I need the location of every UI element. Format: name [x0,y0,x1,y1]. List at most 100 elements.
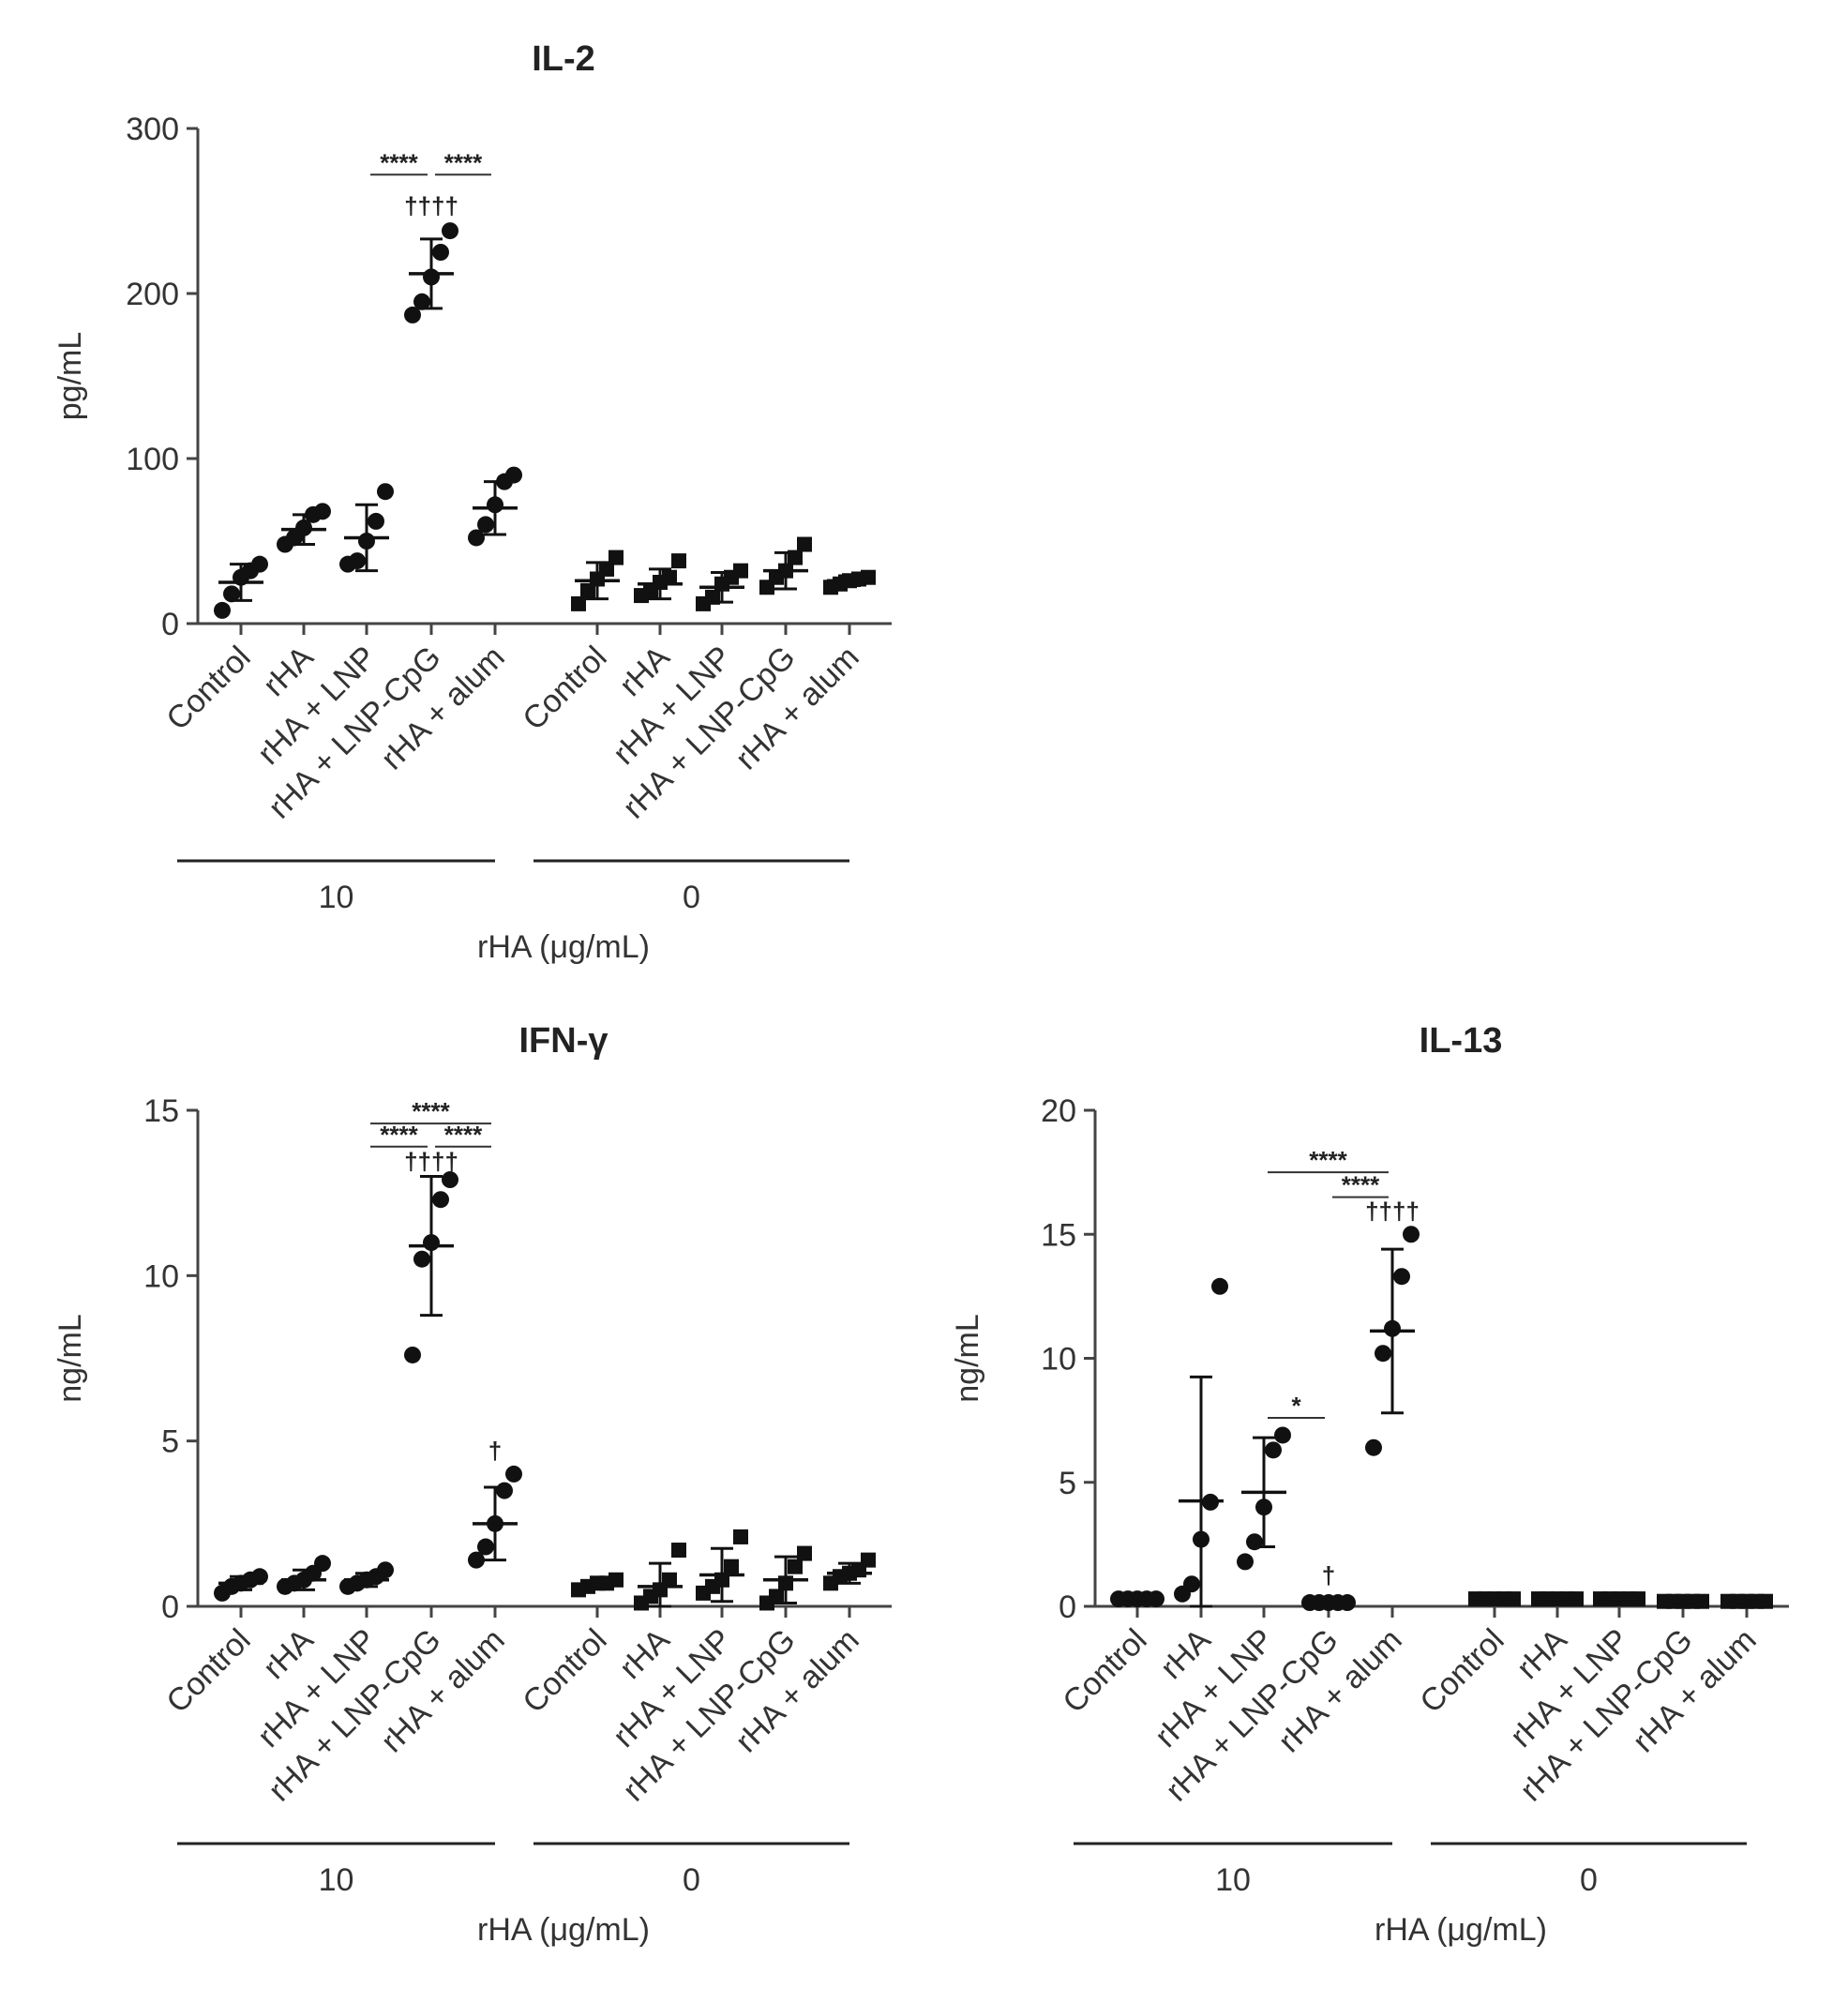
data-point [671,1543,686,1559]
data-point [505,466,522,484]
data-point [468,529,485,547]
data-point [1183,1575,1200,1593]
data-point [599,561,614,577]
category-label: Control [516,1622,613,1720]
data-point [413,293,430,310]
series-group [1657,1593,1709,1609]
data-point [368,512,384,530]
data-point [442,1171,458,1189]
y-tick-label: 300 [126,112,179,147]
x-axis-label: rHA (μg/mL) [477,929,650,965]
significance-label: **** [1342,1171,1380,1199]
data-point [861,569,876,585]
data-point [214,601,231,619]
y-tick-label: 5 [1059,1466,1076,1501]
dagger-label: † [1322,1561,1335,1589]
series-group [634,553,686,604]
series-group [759,1545,812,1611]
data-point [1237,1553,1254,1571]
series-group [214,1568,268,1602]
y-tick-label: 200 [126,277,179,312]
series-group [571,550,624,611]
series-group [1468,1591,1521,1607]
data-point [1265,1441,1282,1459]
data-point [1365,1438,1382,1456]
series-group [214,555,268,619]
data-point [404,1346,421,1363]
data-point [349,552,366,570]
data-point [223,585,240,603]
data-point [377,483,394,501]
series-group [468,1465,522,1569]
data-point [314,1555,331,1573]
group-label: 0 [1580,1862,1598,1898]
series-group [1174,1277,1228,1608]
category-label: Control [1056,1622,1153,1720]
series-group [339,1561,394,1595]
group-label: 0 [683,1862,700,1898]
series-group [571,1572,624,1598]
category-label: Control [1413,1622,1510,1720]
group-label: 0 [683,880,700,915]
chart-title: IL-13 [1420,1021,1503,1061]
series-group [404,222,458,324]
series-group [1720,1593,1773,1609]
data-point [797,536,812,552]
significance-label: **** [412,1097,450,1125]
significance-label: **** [1309,1146,1347,1174]
significance-label: **** [380,148,418,176]
data-point [432,244,449,261]
chart-title: IL-2 [532,39,595,79]
data-point [1211,1277,1228,1295]
series-group [468,466,522,547]
y-tick-label: 10 [1041,1342,1076,1378]
series-group [759,536,812,595]
dagger-label: † [488,1437,502,1465]
dagger-label: †††† [1365,1197,1420,1225]
series-group [1365,1226,1420,1456]
series-group [823,1552,876,1591]
data-point [413,1250,430,1268]
data-point [314,503,331,520]
data-point [724,1559,739,1574]
series-group [277,503,331,553]
series-group [404,1171,458,1363]
data-point [377,1561,394,1579]
series-group [634,1543,686,1611]
significance-label: **** [444,1121,483,1149]
y-axis-label: ng/mL [53,1314,88,1403]
data-point [662,1572,677,1588]
data-point [580,582,595,598]
significance-label: **** [380,1121,418,1149]
group-label: 10 [319,1862,354,1898]
x-axis-label: rHA (μg/mL) [1375,1912,1547,1948]
series-group [696,1529,748,1604]
data-point [571,595,586,611]
data-point [769,1589,784,1604]
chart-title: IFN-γ [519,1021,608,1061]
series-group [823,569,876,595]
y-tick-label: 100 [126,442,179,477]
y-tick-label: 5 [161,1424,179,1460]
series-group [339,483,394,573]
data-point [404,306,421,324]
y-axis-label: ng/mL [950,1314,985,1403]
data-point [1274,1426,1291,1444]
series-group [696,563,748,611]
category-label: Control [516,640,613,737]
y-tick-label: 15 [143,1093,179,1129]
data-point [608,550,624,565]
data-point [861,1552,876,1568]
series-group [1593,1591,1645,1607]
data-point [468,1551,485,1569]
data-point [505,1465,522,1483]
data-point [496,1482,513,1499]
data-point [788,1559,803,1574]
category-label: Control [159,640,257,737]
data-point [442,222,458,240]
dagger-label: †††† [404,192,458,220]
significance-label: * [1291,1392,1301,1420]
